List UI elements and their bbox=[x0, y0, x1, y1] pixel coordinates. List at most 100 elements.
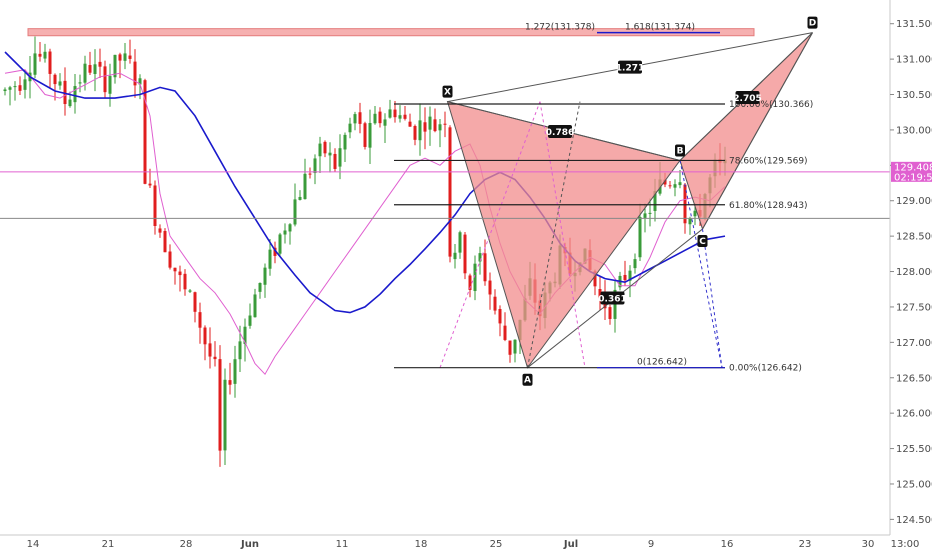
candle-body bbox=[318, 143, 322, 157]
proj-bottom-label: 0(126.642) bbox=[637, 358, 687, 368]
candle-body bbox=[188, 290, 192, 292]
candle-body bbox=[653, 191, 657, 211]
candle-body bbox=[8, 87, 12, 90]
candle-body bbox=[198, 312, 202, 328]
x-tick-label: 11 bbox=[336, 539, 349, 550]
y-tick-label: 130.500 bbox=[896, 90, 932, 101]
candle-body bbox=[348, 123, 352, 133]
candle-body bbox=[378, 111, 382, 124]
candle-body bbox=[338, 148, 342, 167]
candle-body bbox=[468, 275, 472, 290]
candle-body bbox=[673, 184, 677, 188]
candle-body bbox=[183, 273, 187, 290]
candle-body bbox=[113, 54, 117, 78]
y-tick-label: 129.000 bbox=[896, 196, 932, 207]
candle-body bbox=[638, 217, 642, 258]
candle-body bbox=[498, 308, 502, 324]
ratio-label: 1.271 bbox=[616, 64, 644, 74]
candle-body bbox=[478, 253, 482, 262]
ratio-badge bbox=[618, 60, 642, 74]
ratio-badge bbox=[735, 91, 760, 105]
candle-body bbox=[178, 271, 182, 276]
ratio-badge bbox=[548, 125, 572, 139]
point-label-x: X bbox=[444, 88, 451, 98]
candle-body bbox=[118, 54, 122, 61]
candle-body bbox=[258, 282, 262, 292]
candle-body bbox=[423, 122, 427, 132]
candle-body bbox=[643, 213, 647, 218]
candle-body bbox=[98, 61, 102, 67]
candle-body bbox=[233, 359, 237, 384]
x-tick-label: 18 bbox=[415, 539, 428, 550]
candle-body bbox=[598, 289, 602, 299]
candle-body bbox=[418, 120, 422, 141]
fib-level-label: 100.00%(130.366) bbox=[729, 100, 813, 110]
y-tick-label: 126.500 bbox=[896, 373, 932, 384]
candle-body bbox=[63, 80, 67, 105]
x-tick-label: 21 bbox=[102, 539, 115, 550]
candle-body bbox=[108, 75, 112, 94]
candle-body bbox=[138, 78, 142, 85]
candle-body bbox=[248, 315, 252, 326]
candle-body bbox=[38, 53, 42, 57]
y-tick-label: 131.500 bbox=[896, 19, 932, 30]
candle-body bbox=[208, 343, 212, 357]
x-tick-label: 16 bbox=[721, 539, 734, 550]
candle-body bbox=[53, 74, 57, 85]
point-label-c: C bbox=[699, 237, 706, 247]
fib-level-label: 78.60%(129.569) bbox=[729, 156, 808, 166]
candle-body bbox=[488, 280, 492, 295]
candle-body bbox=[283, 230, 287, 235]
candle-body bbox=[83, 63, 87, 83]
candle-body bbox=[128, 55, 132, 59]
x-tick-label: 9 bbox=[648, 539, 654, 550]
candle-body bbox=[18, 85, 22, 91]
point-label-b: B bbox=[677, 146, 684, 156]
candle-body bbox=[213, 356, 217, 360]
candle-body bbox=[168, 251, 172, 268]
candle-body bbox=[678, 182, 682, 186]
candle-body bbox=[303, 173, 307, 200]
fib-level-label: 61.80%(128.943) bbox=[729, 201, 808, 211]
candle-body bbox=[173, 267, 177, 272]
point-badge-x bbox=[442, 85, 453, 98]
candle-body bbox=[593, 271, 597, 287]
candle-body bbox=[463, 234, 467, 274]
candle-body bbox=[513, 339, 517, 354]
candle-body bbox=[103, 66, 107, 93]
candle-body bbox=[448, 127, 452, 257]
candle-body bbox=[23, 79, 27, 90]
candle-body bbox=[353, 114, 357, 124]
candle-body bbox=[368, 122, 372, 148]
candle-body bbox=[308, 173, 312, 175]
candle-body bbox=[683, 184, 687, 224]
candle-body bbox=[398, 115, 402, 119]
candle-body bbox=[288, 224, 292, 232]
candle-body bbox=[403, 114, 407, 119]
candle-body bbox=[143, 80, 147, 184]
y-tick-label: 131.000 bbox=[896, 55, 932, 66]
blue-dashed-2 bbox=[702, 228, 723, 368]
ratio-label: 0.786 bbox=[546, 128, 574, 138]
candle-body bbox=[163, 230, 167, 253]
candle-body bbox=[298, 196, 302, 200]
candle-body bbox=[693, 210, 697, 217]
candle-body bbox=[58, 81, 62, 86]
candle-body bbox=[68, 99, 72, 107]
candle-body bbox=[408, 121, 412, 127]
candle-body bbox=[78, 82, 82, 84]
candle-body bbox=[393, 109, 397, 118]
x-tick-label: 14 bbox=[27, 539, 40, 550]
candle-body bbox=[473, 263, 477, 292]
candle-body bbox=[218, 359, 222, 451]
candle-body bbox=[688, 218, 692, 225]
candle-body bbox=[343, 134, 347, 150]
candle-body bbox=[153, 185, 157, 226]
candle-body bbox=[493, 296, 497, 311]
y-tick-label: 127.000 bbox=[896, 338, 932, 349]
candle-body bbox=[623, 274, 627, 281]
candle-body bbox=[33, 53, 37, 75]
ratio-label: 2.705 bbox=[733, 94, 761, 104]
